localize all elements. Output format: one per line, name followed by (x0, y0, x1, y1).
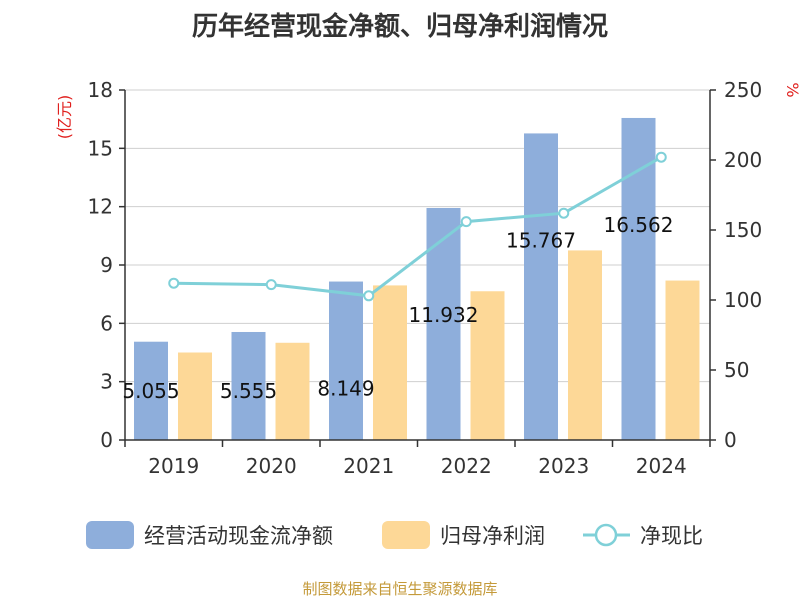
data-label-cashflow: 5.055 (122, 379, 179, 403)
grid-lines (125, 89, 710, 383)
left-tick-label: 6 (100, 311, 113, 335)
ratio-line (168, 151, 667, 302)
right-tick-label: 50 (724, 358, 749, 382)
bar-cashflow (621, 117, 656, 440)
data-label-cashflow: 5.555 (220, 379, 277, 403)
legend-label-net-profit: 归母净利润 (440, 524, 545, 548)
left-tick-label: 3 (100, 370, 113, 394)
bar-net-profit (178, 352, 212, 440)
bar-net-profit (665, 280, 700, 440)
right-axis-unit: % (783, 82, 800, 97)
x-tick-label: 2021 (343, 454, 394, 478)
legend-label-cashflow: 经营活动现金流净额 (144, 524, 333, 548)
bar-net-profit (373, 285, 407, 440)
left-tick-label: 9 (100, 253, 113, 277)
ratio-point (460, 216, 472, 228)
legend: 经营活动现金流净额 归母净利润 净现比 (86, 521, 703, 549)
right-tick-label: 150 (724, 218, 762, 242)
left-tick-label: 18 (88, 78, 113, 102)
bar-net-profit (275, 342, 310, 440)
right-tick-label: 250 (724, 78, 762, 102)
ratio-point (558, 207, 570, 219)
right-tick-label: 100 (724, 288, 762, 312)
x-tick-label: 2022 (441, 454, 492, 478)
legend-swatch-net-profit (382, 521, 430, 549)
bar-net-profit (568, 250, 602, 440)
right-tick-label: 0 (724, 428, 737, 452)
data-label-cashflow: 15.767 (506, 228, 576, 252)
axes: 0 3 6 9 12 15 18 0 50 100 150 200 250 2019 2020 2021 202… (55, 78, 800, 478)
x-tick-label: 2024 (636, 454, 687, 478)
left-tick-label: 12 (88, 195, 113, 219)
ratio-point (168, 277, 180, 289)
legend-swatch-cashflow (86, 521, 134, 549)
x-tick-label: 2019 (148, 454, 199, 478)
ratio-point (363, 290, 375, 302)
bar-cashflow (329, 281, 363, 440)
source-note: 制图数据来自恒生聚源数据库 (302, 580, 498, 598)
left-tick-label: 0 (100, 428, 113, 452)
right-tick-label: 200 (724, 148, 762, 172)
bar-cashflow (524, 133, 558, 441)
x-tick-label: 2023 (538, 454, 589, 478)
x-tick-label: 2020 (246, 454, 297, 478)
chart-title: 历年经营现金净额、归母净利润情况 (191, 12, 608, 42)
legend-label-ratio: 净现比 (640, 524, 703, 548)
bar-cashflow (231, 331, 266, 440)
ratio-point (655, 151, 667, 163)
data-label-cashflow: 11.932 (409, 303, 479, 327)
ratio-polyline (173, 155, 662, 298)
legend-swatch-ratio-point (594, 523, 618, 547)
data-label-cashflow: 16.562 (604, 213, 674, 237)
left-tick-label: 15 (88, 136, 113, 160)
left-axis-unit: (亿元) (55, 95, 74, 140)
bar-net-profit (470, 291, 505, 440)
ratio-point (265, 279, 277, 291)
bar-cashflow (134, 341, 168, 440)
data-label-cashflow: 8.149 (317, 377, 374, 401)
data-labels: 5.055 5.555 8.149 11.932 15.767 16.562 (122, 213, 673, 403)
bars (134, 117, 700, 441)
